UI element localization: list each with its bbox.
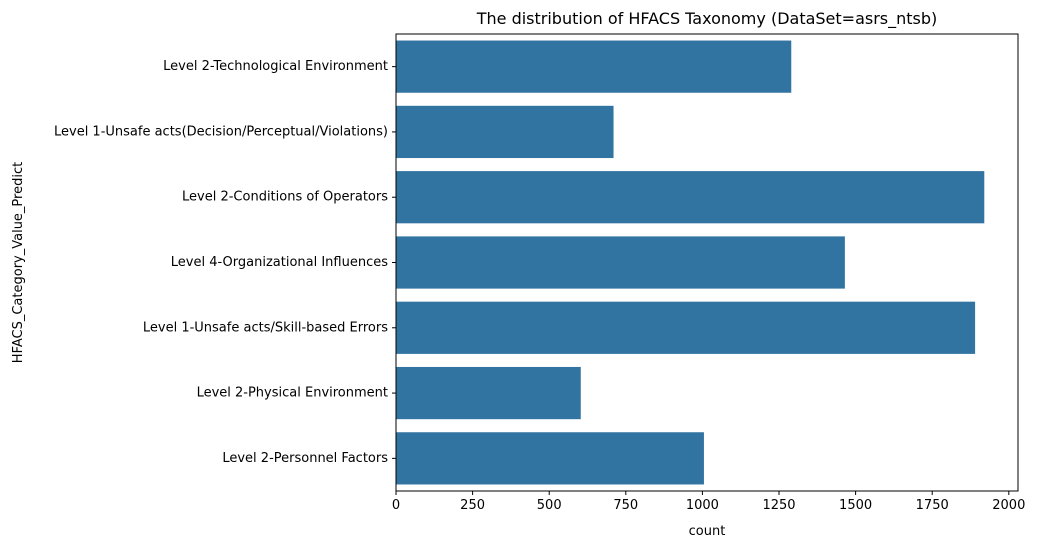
x-tick-label-8: 2000 <box>992 498 1025 513</box>
bar-3 <box>396 236 845 289</box>
bar-2 <box>396 171 985 224</box>
bar-1 <box>396 105 614 159</box>
y-tick-label-4: Level 1-Unsafe acts/Skill-based Errors <box>143 320 388 335</box>
y-axis-ticks: Level 2-Technological Environment Level 1… <box>54 59 396 466</box>
y-tick-label-2: Level 2-Conditions of Operators <box>182 190 388 205</box>
bar-6 <box>396 432 704 485</box>
bar-4 <box>396 301 976 354</box>
x-tick-label-6: 1500 <box>839 498 872 513</box>
x-axis-label: count <box>689 524 726 539</box>
plot-frame <box>395 33 1019 492</box>
x-tick-label-1: 250 <box>460 498 485 513</box>
x-axis-ticks: 0 250 500 750 1000 1250 1500 1750 2000 <box>392 491 1025 513</box>
chart-title: The distribution of HFACS Taxonomy (Data… <box>476 9 938 29</box>
x-tick-label-3: 750 <box>613 498 638 513</box>
x-tick-label-0: 0 <box>392 498 400 513</box>
y-tick-label-0: Level 2-Technological Environment <box>163 59 388 74</box>
x-tick-label-4: 1000 <box>686 498 719 513</box>
bars-group <box>396 40 985 485</box>
y-tick-label-1: Level 1-Unsafe acts(Decision/Perceptual/… <box>54 124 388 139</box>
bar-0 <box>396 40 792 93</box>
y-tick-label-5: Level 2-Physical Environment <box>197 386 388 401</box>
y-tick-label-3: Level 4-Organizational Influences <box>171 255 388 270</box>
bar-5 <box>396 366 581 420</box>
x-tick-label-7: 1750 <box>916 498 949 513</box>
x-tick-label-5: 1250 <box>762 498 795 513</box>
y-tick-label-6: Level 2-Personnel Factors <box>222 451 388 466</box>
y-axis-label: HFACS_Category_Value_Predict <box>11 162 26 363</box>
x-tick-label-2: 500 <box>537 498 562 513</box>
